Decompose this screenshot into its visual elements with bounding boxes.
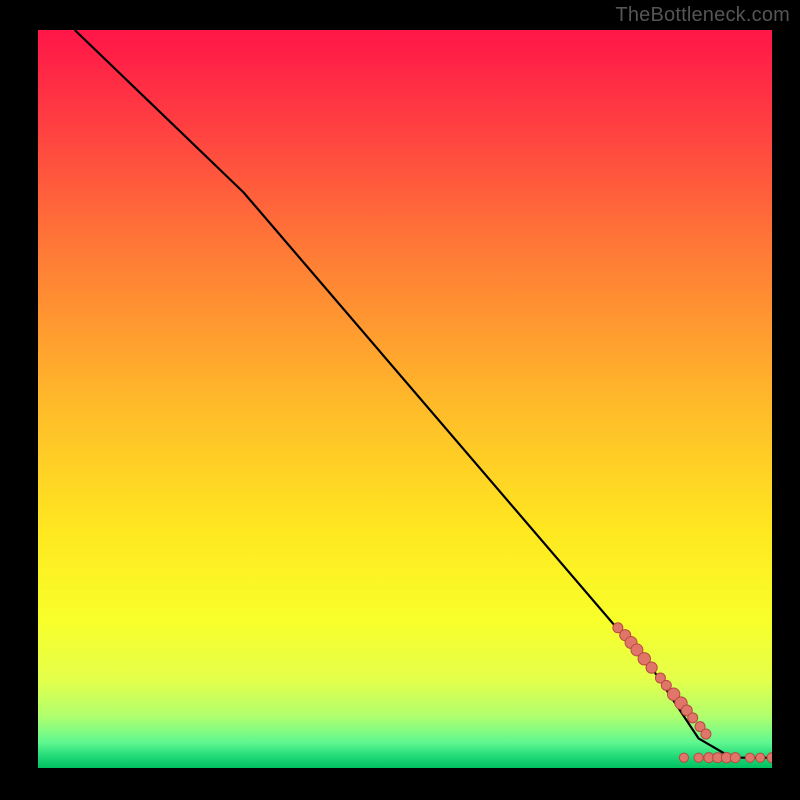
chart-svg: [38, 30, 772, 768]
data-point: [730, 753, 740, 763]
data-point: [694, 753, 703, 762]
data-point: [701, 729, 711, 739]
data-point: [679, 753, 688, 762]
watermark-text: TheBottleneck.com: [615, 4, 790, 27]
chart-background: [38, 30, 772, 768]
chart-plot-area: [38, 30, 772, 768]
data-point: [646, 662, 657, 673]
data-point: [745, 753, 754, 762]
data-point: [756, 753, 765, 762]
data-point: [688, 713, 698, 723]
